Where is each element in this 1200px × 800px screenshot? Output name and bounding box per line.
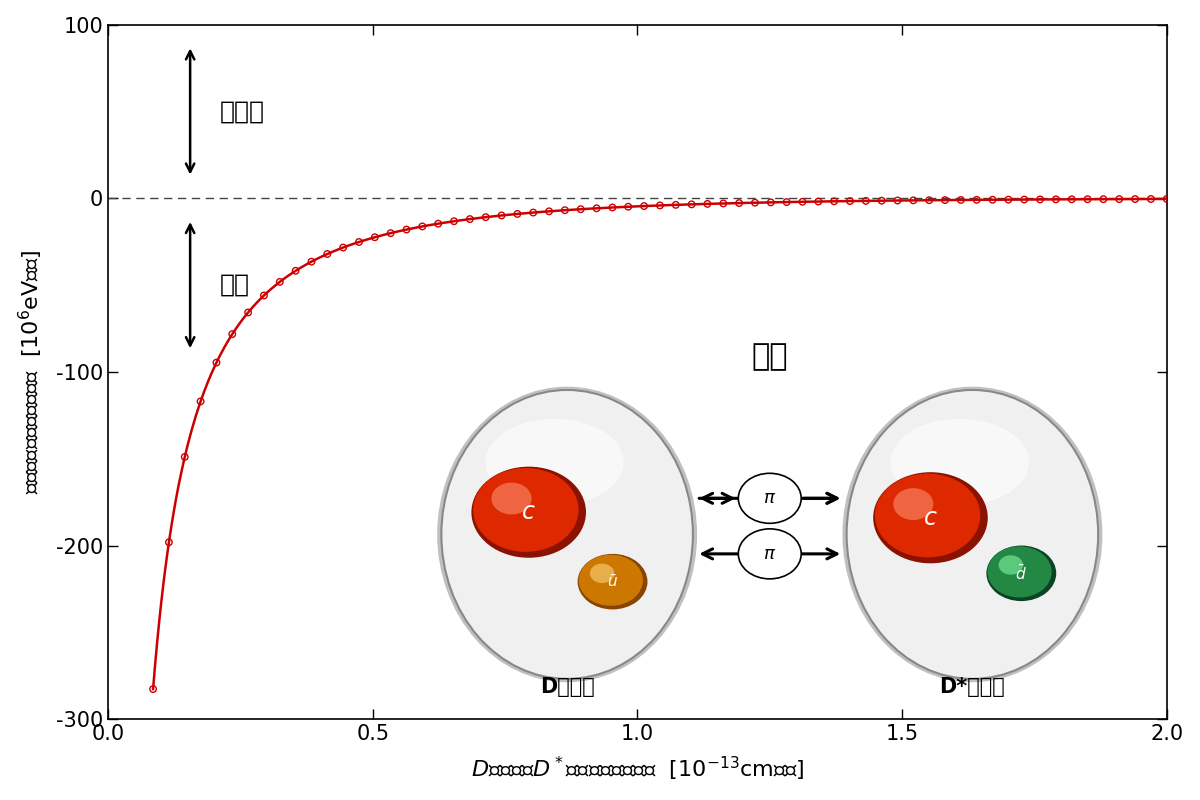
Point bbox=[1031, 193, 1050, 206]
Point bbox=[698, 198, 718, 210]
Point bbox=[824, 195, 844, 208]
Point bbox=[413, 220, 432, 233]
Point bbox=[602, 201, 622, 214]
Point bbox=[778, 196, 797, 209]
Point bbox=[254, 289, 274, 302]
Point bbox=[223, 328, 242, 341]
Point bbox=[286, 265, 305, 278]
Point bbox=[809, 195, 828, 208]
Point bbox=[428, 218, 448, 230]
Point bbox=[1094, 193, 1114, 206]
Point bbox=[492, 209, 511, 222]
Point bbox=[175, 450, 194, 463]
Point bbox=[365, 231, 384, 244]
Point bbox=[461, 213, 480, 226]
Point bbox=[508, 207, 527, 220]
Point bbox=[191, 395, 210, 408]
Point bbox=[587, 202, 606, 214]
Point bbox=[239, 306, 258, 319]
Point bbox=[635, 200, 654, 213]
Point bbox=[382, 226, 401, 239]
Point bbox=[936, 194, 955, 206]
Point bbox=[1078, 193, 1097, 206]
Point bbox=[983, 194, 1002, 206]
Point bbox=[1062, 193, 1081, 206]
Point bbox=[523, 206, 542, 219]
Point bbox=[571, 203, 590, 216]
Point bbox=[888, 194, 907, 207]
Point bbox=[1015, 193, 1034, 206]
Point bbox=[745, 196, 764, 209]
Point bbox=[1157, 193, 1176, 206]
Point bbox=[270, 275, 289, 288]
Point bbox=[904, 194, 923, 206]
Point bbox=[334, 241, 353, 254]
X-axis label: $D$中間子と$D^*$中間子の間の距離  [$10^{-13}$cm単位]: $D$中間子と$D^*$中間子の間の距離 [$10^{-13}$cm単位] bbox=[470, 755, 804, 783]
Point bbox=[206, 356, 226, 369]
Point bbox=[952, 194, 971, 206]
Text: 反発力: 反発力 bbox=[220, 99, 264, 123]
Point bbox=[998, 194, 1018, 206]
Point bbox=[619, 200, 638, 213]
Point bbox=[144, 682, 163, 695]
Point bbox=[1141, 193, 1160, 206]
Point bbox=[714, 197, 733, 210]
Point bbox=[872, 194, 892, 207]
Point bbox=[160, 536, 179, 549]
Point bbox=[318, 247, 337, 260]
Point bbox=[840, 194, 859, 207]
Point bbox=[349, 235, 368, 248]
Point bbox=[793, 195, 812, 208]
Point bbox=[397, 223, 416, 236]
Point bbox=[1046, 193, 1066, 206]
Point bbox=[1110, 193, 1129, 206]
Point bbox=[556, 204, 575, 217]
Point bbox=[1126, 193, 1145, 206]
Point bbox=[540, 205, 559, 218]
Point bbox=[919, 194, 938, 206]
Point bbox=[761, 196, 780, 209]
Y-axis label: ポテンシャルエネルギー  [$10^6$eV単位]: ポテンシャルエネルギー [$10^6$eV単位] bbox=[17, 250, 44, 494]
Point bbox=[730, 197, 749, 210]
Point bbox=[857, 194, 876, 207]
Point bbox=[650, 199, 670, 212]
Point bbox=[682, 198, 701, 210]
Text: 引力: 引力 bbox=[220, 273, 250, 297]
Point bbox=[476, 210, 496, 223]
Point bbox=[444, 215, 463, 228]
Point bbox=[967, 194, 986, 206]
Point bbox=[302, 255, 322, 268]
Point bbox=[666, 198, 685, 211]
